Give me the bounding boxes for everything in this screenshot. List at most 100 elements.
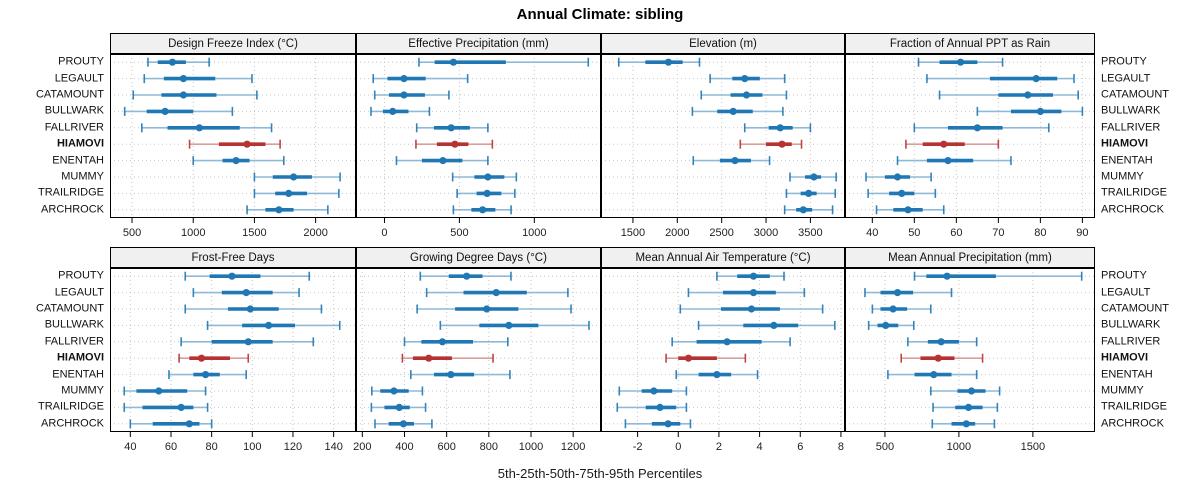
series-row: [875, 205, 945, 215]
panel-strip: Fraction of Annual PPT as Rain: [845, 33, 1095, 54]
median-dot: [944, 157, 952, 165]
median-dot: [505, 321, 513, 329]
series-row: [188, 139, 281, 149]
panel-plot: -2 0 2 4 6 8: [601, 268, 845, 453]
series-row: [206, 320, 341, 330]
series-row: [123, 106, 234, 116]
axis-caption: 5th-25th-50th-75th-95th Percentiles: [497, 466, 703, 481]
site-label-left: BULLWARK: [44, 104, 104, 117]
median-dot: [389, 107, 397, 115]
series-row: [456, 188, 516, 198]
median-dot: [390, 387, 398, 395]
series-row: [403, 337, 509, 347]
series-row: [931, 419, 996, 429]
site-label-left: HIAMOVI: [56, 351, 104, 364]
median-dot: [731, 157, 739, 165]
series-row: [401, 353, 494, 363]
median-dot: [943, 272, 951, 280]
series-row: [938, 90, 1079, 100]
series-row: [253, 188, 340, 198]
median-dot: [889, 305, 897, 313]
median-dot: [799, 206, 807, 214]
median-dot: [1036, 107, 1044, 115]
median-dot: [805, 189, 813, 197]
site-label-left: TRAILRIDGE: [37, 400, 104, 413]
site-label-left: MUMMY: [61, 170, 104, 183]
median-dot: [1032, 75, 1040, 83]
series-row: [665, 353, 747, 363]
panel-strip: Growing Degree Days (°C): [356, 247, 601, 268]
series-row: [739, 139, 803, 149]
median-dot: [776, 124, 784, 132]
series-row: [395, 156, 489, 166]
series-row: [419, 271, 512, 281]
series-row: [180, 337, 315, 347]
median-dot: [893, 289, 902, 297]
series-row: [900, 353, 984, 363]
series-row: [976, 106, 1084, 116]
axis-tick-label: 400: [395, 441, 413, 453]
site-label-left: HIAMOVI: [56, 137, 104, 150]
series-row: [697, 320, 836, 330]
median-dot: [940, 140, 948, 148]
median-dot: [1024, 91, 1032, 99]
series-row: [887, 370, 978, 380]
axis-tick-label: 1500: [242, 227, 266, 239]
axis-tick-label: 600: [437, 441, 455, 453]
site-label-right: TRAILRIDGE: [1101, 186, 1168, 199]
axis-tick-label: 2000: [665, 227, 689, 239]
site-label-left: ENENTAH: [52, 154, 104, 167]
series-row: [867, 320, 915, 330]
site-label-right: FALLRIVER: [1101, 335, 1161, 348]
series-row: [253, 172, 341, 182]
axis-tick-label: 500: [876, 441, 894, 453]
panel-plot: 40 60 80 100 120 140: [110, 268, 356, 453]
median-dot: [201, 371, 210, 379]
site-label-right: TRAILRIDGE: [1101, 400, 1168, 413]
median-dot: [930, 371, 938, 379]
series-row: [415, 123, 489, 133]
median-dot: [479, 206, 487, 214]
panel-plot: 500 1000 1500 2000: [110, 54, 356, 239]
median-dot: [185, 420, 193, 428]
site-label-right: ARCHROCK: [1101, 203, 1164, 216]
median-dot: [244, 338, 252, 346]
site-label-left: ARCHROCK: [41, 417, 104, 430]
median-dot: [155, 387, 163, 395]
median-dot: [742, 91, 751, 99]
median-dot: [749, 289, 758, 297]
axis-tick-label: 0: [675, 441, 681, 453]
median-dot: [483, 305, 491, 313]
axis-tick-label: 80: [1034, 227, 1046, 239]
median-dot: [177, 403, 185, 411]
axis-tick-label: 800: [480, 441, 498, 453]
series-row: [896, 156, 1012, 166]
median-dot: [197, 354, 206, 362]
series-row: [709, 74, 786, 84]
series-row: [184, 271, 311, 281]
series-row: [743, 123, 812, 133]
series-row: [425, 288, 569, 298]
axis-tick-label: 1000: [519, 441, 543, 453]
site-label-left: LEGAULT: [54, 72, 104, 85]
median-dot: [168, 58, 177, 66]
median-dot: [749, 272, 758, 280]
panel-border: [110, 54, 356, 218]
panel-border: [601, 268, 845, 432]
series-row: [700, 90, 788, 100]
site-label-right: BULLWARK: [1101, 318, 1161, 331]
axis-tick-label: 1000: [522, 227, 546, 239]
series-row: [123, 386, 207, 396]
median-dot: [400, 91, 408, 99]
series-row: [618, 386, 688, 396]
panel-strip: Elevation (m): [601, 33, 845, 54]
series-row: [418, 57, 590, 67]
site-label-right: PROUTY: [1101, 55, 1147, 68]
site-label-right: MUMMY: [1101, 384, 1144, 397]
axis-tick-label: 1000: [181, 227, 205, 239]
series-row: [865, 172, 932, 182]
axis-tick-label: 40: [866, 227, 878, 239]
median-dot: [904, 206, 912, 214]
site-label-left: CATAMOUNT: [35, 302, 104, 315]
series-row: [785, 188, 837, 198]
